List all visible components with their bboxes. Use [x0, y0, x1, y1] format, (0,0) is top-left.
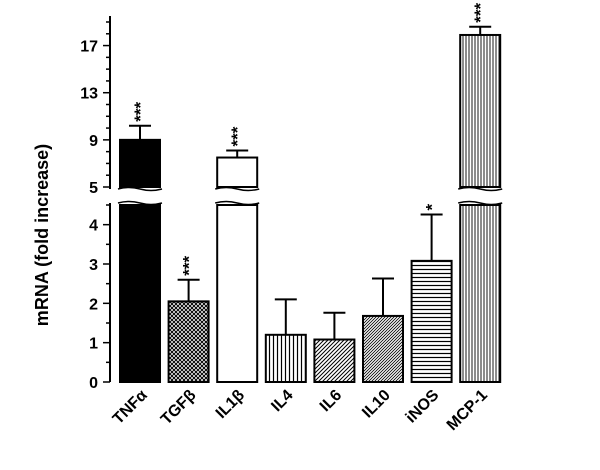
break-mark: [458, 200, 503, 206]
bar-group: [362, 277, 404, 384]
category-label: MCP-1: [444, 387, 491, 434]
y-tick-label: 13: [80, 86, 98, 103]
significance-label: ***: [180, 256, 199, 276]
category-label: IL1β: [213, 387, 248, 422]
bar-group: ***: [167, 256, 210, 383]
significance-label: ***: [131, 101, 150, 121]
break-mark: [117, 186, 163, 192]
y-axis-title: mRNA (fold increase): [32, 144, 52, 326]
y-tick-label: 9: [89, 133, 98, 150]
break-mark: [117, 200, 163, 206]
bar-group: ***: [458, 2, 503, 383]
category-label: IL4: [268, 387, 296, 415]
bar-group: ***: [215, 126, 260, 383]
bar-group: [313, 311, 356, 383]
axis-break-gap: [215, 189, 260, 203]
bars: *************: [117, 2, 503, 384]
category-label: TGFβ: [158, 387, 200, 429]
bar-group: ***: [117, 101, 163, 383]
bar-group: [264, 298, 307, 383]
bar: [362, 314, 404, 384]
bar: [167, 300, 210, 383]
y-tick-label: 0: [89, 375, 98, 392]
break-mark: [215, 200, 260, 206]
bar: [119, 138, 161, 189]
break-mark: [215, 186, 260, 192]
y-tick-label: 17: [80, 39, 98, 56]
category-label: IL6: [317, 387, 345, 415]
significance-label: *: [423, 203, 442, 210]
axis-break-gap: [458, 189, 503, 203]
category-label: iNOS: [403, 387, 443, 427]
bar: [119, 204, 161, 383]
y-axis: 5 9 13 17 0 1 2 3 4: [80, 16, 111, 392]
y-tick-label: 5: [89, 180, 98, 197]
significance-label: ***: [228, 126, 247, 146]
significance-label: ***: [471, 2, 490, 22]
bar: [410, 259, 453, 383]
y-tick-label: 1: [89, 336, 98, 353]
bar: [459, 204, 502, 383]
bar: [264, 333, 307, 383]
bar: [216, 204, 259, 383]
break-mark: [458, 186, 503, 192]
category-label: IL10: [359, 387, 394, 422]
y-tick-label: 3: [89, 257, 98, 274]
y-tick-label: 4: [89, 218, 98, 235]
category-label: TNFα: [110, 387, 151, 428]
bar: [313, 338, 356, 383]
bar: [216, 156, 259, 189]
bar: [459, 33, 502, 189]
y-tick-label: 2: [89, 296, 98, 313]
bar-group: *: [410, 203, 453, 383]
category-labels: TNFα TGFβ IL1β IL4 IL6 IL10 iNOS MCP-1: [110, 387, 491, 434]
axis-break-gap: [118, 189, 162, 203]
